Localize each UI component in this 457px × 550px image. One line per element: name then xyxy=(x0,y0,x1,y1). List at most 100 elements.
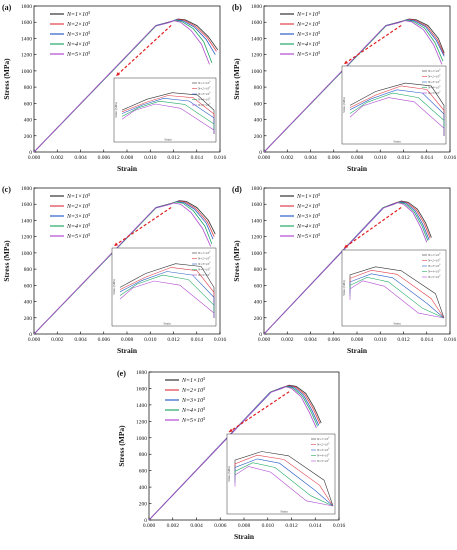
inset-y-label: Stress (MPa) xyxy=(342,97,346,113)
legend-label: N=3×105 xyxy=(66,212,90,220)
y-tick-label: 800 xyxy=(24,85,33,91)
x-tick-label: 0.004 xyxy=(304,155,317,161)
legend-label: N=4×105 xyxy=(427,86,441,90)
legend-label: N=4×105 xyxy=(296,40,320,48)
chart-panel: (e) 0.000 0.002 0.004 0.006 0.008 0.010 0.012 0.… xyxy=(117,369,345,541)
x-tick-label: 0.004 xyxy=(304,337,317,343)
x-tick-label: 0.000 xyxy=(28,155,41,161)
x-tick-label: 0.004 xyxy=(190,523,203,529)
inset-series-line xyxy=(121,103,215,134)
legend-label: N=3×105 xyxy=(181,396,205,404)
legend-label: N=1×105 xyxy=(66,192,90,200)
inset-y-label: Stress (MPa) xyxy=(114,102,118,118)
legend-label: N=5×105 xyxy=(197,273,211,277)
x-tick-label: 0.012 xyxy=(167,155,180,161)
x-tick-label: 0.016 xyxy=(214,155,227,161)
legend-label: N=5×105 xyxy=(66,232,90,240)
y-tick-label: 200 xyxy=(24,316,33,322)
x-tick-label: 0.008 xyxy=(351,337,364,343)
y-tick-label: 1600 xyxy=(251,202,262,208)
legend-label: N=2×105 xyxy=(197,257,211,261)
y-tick-label: 400 xyxy=(254,118,263,124)
zoom-arrow-head xyxy=(344,60,348,64)
inset-x-label: Strain xyxy=(280,510,288,514)
y-tick-label: 0 xyxy=(29,332,32,338)
legend-label: N=4×105 xyxy=(66,222,90,230)
series-line xyxy=(263,202,428,335)
chart-panel: (b) 0.000 0.002 0.004 0.006 0.008 0.010 0.012 0.… xyxy=(232,3,456,173)
x-tick-label: 0.002 xyxy=(51,155,64,161)
legend-label: N=2×105 xyxy=(66,20,90,28)
x-tick-label: 0.002 xyxy=(281,337,294,343)
y-tick-label: 1400 xyxy=(251,36,262,42)
x-tick-label: 0.014 xyxy=(421,155,434,161)
legend-label: N=4×105 xyxy=(181,406,205,414)
y-tick-label: 800 xyxy=(254,85,263,91)
x-tick-label: 0.010 xyxy=(262,523,275,529)
inset-series-line xyxy=(121,95,215,134)
legend-label: N=5×105 xyxy=(427,91,441,95)
legend-label: N=5×105 xyxy=(66,50,90,58)
y-tick-label: 0 xyxy=(259,332,262,338)
inset-x-label: Strain xyxy=(393,322,401,326)
y-tick-label: 600 xyxy=(24,101,33,107)
x-tick-label: 0.012 xyxy=(285,523,298,529)
y-tick-label: 1200 xyxy=(251,53,262,59)
x-tick-label: 0.006 xyxy=(328,337,341,343)
x-tick-label: 0.006 xyxy=(328,155,341,161)
x-tick-label: 0.012 xyxy=(397,155,410,161)
legend-label: N=4×105 xyxy=(427,270,441,274)
y-tick-label: 600 xyxy=(139,469,148,475)
x-tick-label: 0.014 xyxy=(309,523,322,529)
x-tick-label: 0.010 xyxy=(144,337,157,343)
x-tick-label: 0.000 xyxy=(143,523,156,529)
x-axis-label: Strain xyxy=(347,346,368,355)
inset-series-line xyxy=(121,100,215,134)
y-tick-label: 200 xyxy=(254,134,263,140)
y-tick-label: 200 xyxy=(24,134,33,140)
y-tick-label: 600 xyxy=(24,283,33,289)
x-tick-label: 0.010 xyxy=(144,155,157,161)
zoom-arrow-head xyxy=(344,244,348,248)
legend-label: N=1×105 xyxy=(66,10,90,18)
legend-label: N=2×105 xyxy=(296,20,320,28)
legend-label: N=2×105 xyxy=(316,443,330,447)
x-tick-label: 0.010 xyxy=(374,337,387,343)
legend-label: N=5×105 xyxy=(296,232,320,240)
legend-label: N=1×105 xyxy=(427,69,441,73)
legend-label: N=1×105 xyxy=(427,253,441,257)
x-axis-label: Strain xyxy=(117,346,138,355)
x-axis-label: Strain xyxy=(347,164,368,173)
x-tick-label: 0.006 xyxy=(98,155,111,161)
inset-series-line xyxy=(349,266,445,319)
panel-label: (e) xyxy=(117,369,126,378)
zoom-arrow-head xyxy=(229,428,233,432)
x-tick-label: 0.008 xyxy=(351,155,364,161)
y-tick-label: 1000 xyxy=(136,436,147,442)
chart-panel: (a) 0.000 0.002 0.004 0.006 0.008 0.010 0.012 0.… xyxy=(2,3,226,173)
y-tick-label: 1600 xyxy=(21,202,32,208)
x-tick-label: 0.002 xyxy=(51,337,64,343)
x-tick-label: 0.016 xyxy=(214,337,227,343)
y-axis-label: Stress (MPa) xyxy=(232,58,241,100)
inset-series-line xyxy=(234,451,334,507)
inset-series-line xyxy=(119,267,215,318)
inset-series-line xyxy=(349,276,445,319)
legend-label: N=5×105 xyxy=(296,50,320,58)
inset-series-line xyxy=(119,280,215,318)
y-tick-label: 800 xyxy=(24,267,33,273)
chart-panel: (d) 0.000 0.002 0.004 0.006 0.008 0.010 0.012 0.… xyxy=(232,185,456,355)
zoom-arrow-head xyxy=(114,242,118,246)
legend-label: N=4×105 xyxy=(66,40,90,48)
inset-y-label: Stress (MPa) xyxy=(342,280,346,296)
y-axis-label: Stress (MPa) xyxy=(2,240,11,282)
legend-label: N=3×105 xyxy=(66,30,90,38)
y-tick-label: 600 xyxy=(254,283,263,289)
x-tick-label: 0.012 xyxy=(167,337,180,343)
legend-label: N=1×105 xyxy=(316,437,330,441)
zoom-arrow-head xyxy=(116,72,120,76)
series-line xyxy=(263,20,443,153)
inset-x-label: Strain xyxy=(393,140,401,144)
inset-series-line xyxy=(349,92,445,136)
legend-label: N=2×105 xyxy=(296,202,320,210)
